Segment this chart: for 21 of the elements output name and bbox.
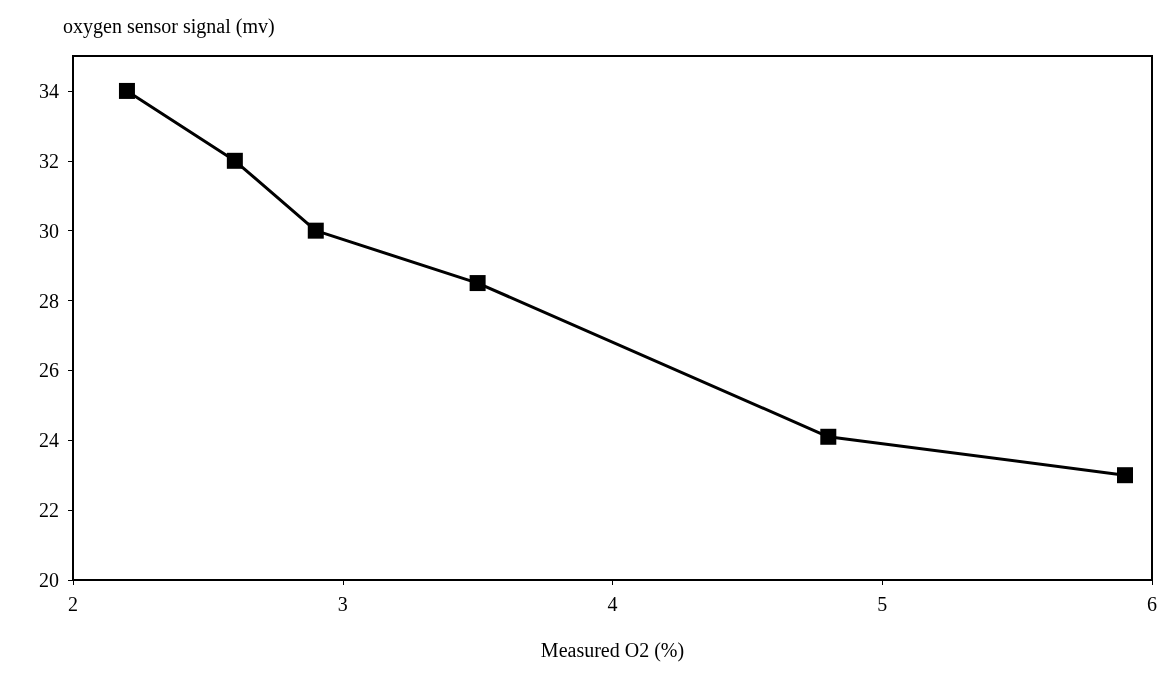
- point: [1117, 467, 1134, 484]
- point: [226, 152, 243, 169]
- x-tick-label: 4: [607, 593, 618, 615]
- y-tick-label: 32: [39, 149, 59, 172]
- x-tick-label: 6: [1147, 593, 1157, 615]
- y-tick-label: 24: [39, 429, 59, 452]
- y-tick-label: 30: [39, 219, 59, 242]
- y-axis-title: oxygen sensor signal (mv): [63, 15, 275, 38]
- point: [469, 275, 486, 292]
- x-tick-label: 2: [68, 593, 78, 615]
- x-tick-label: 3: [337, 593, 348, 615]
- y-tick-label: 28: [39, 289, 59, 312]
- point: [820, 428, 837, 445]
- point: [118, 82, 135, 99]
- y-tick-label: 34: [39, 79, 59, 102]
- x-tick-label: 5: [877, 593, 888, 615]
- y-tick-label: 26: [39, 359, 59, 382]
- x-axis-title: Measured O2 (%): [540, 639, 685, 662]
- point: [307, 222, 324, 239]
- y-tick-label: 20: [39, 569, 59, 591]
- y-tick-label: 22: [39, 499, 59, 522]
